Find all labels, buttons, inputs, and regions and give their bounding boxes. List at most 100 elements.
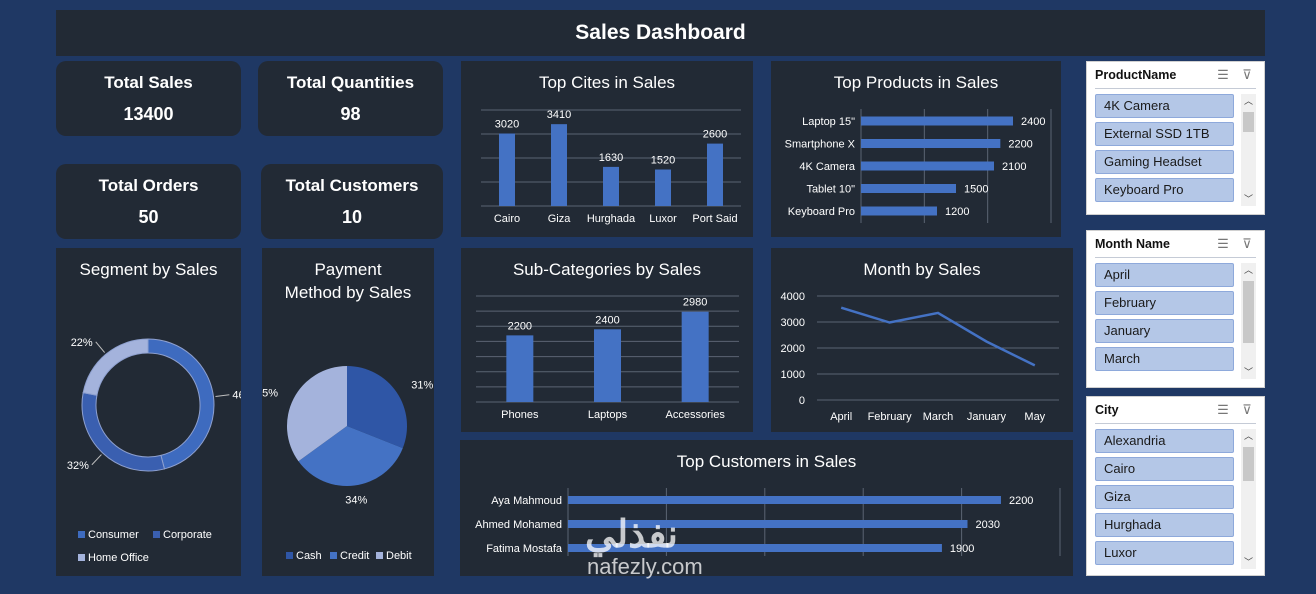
chart-title: Top Products in Sales — [833, 73, 999, 92]
leader-line — [95, 341, 106, 353]
category-label: Luxor — [649, 213, 677, 225]
scroll-thumb[interactable] — [1243, 112, 1254, 132]
tick-label: 4000 — [781, 291, 805, 303]
kpi-total-quantities: Total Quantities 98 — [258, 61, 443, 136]
subcat-bar-chart: 2200 Phones 2400 Laptops 2980 Accessories — [476, 295, 739, 421]
legend-label: Home Office — [88, 552, 149, 564]
scroll-down-icon[interactable]: ﹀ — [1243, 367, 1253, 377]
slicer-item[interactable]: Alexandria — [1095, 429, 1234, 453]
watermark-latin: nafezly.com — [587, 554, 703, 579]
slicer-item[interactable]: April — [1095, 263, 1234, 287]
category-label: March — [923, 411, 954, 423]
legend-label: Cash — [296, 550, 322, 562]
slicer-item[interactable]: Luxor — [1095, 541, 1234, 565]
legend-label: Credit — [340, 550, 369, 562]
slicer-item[interactable]: March — [1095, 347, 1234, 371]
chart-title: Payment Method by Sales — [262, 258, 434, 304]
slicer-items: Alexandria Cairo Giza Hurghada Luxor — [1095, 429, 1234, 569]
slicer-items: April February January March — [1095, 263, 1234, 375]
data-label: 2980 — [683, 297, 707, 309]
slicer-item[interactable]: External SSD 1TB — [1095, 122, 1234, 146]
multi-select-icon[interactable]: ☰ — [1217, 236, 1229, 251]
tick-label: 3000 — [781, 317, 805, 329]
scroll-down-icon[interactable]: ﹀ — [1243, 194, 1253, 204]
slicer-item[interactable]: Giza — [1095, 485, 1234, 509]
category-label: Ahmed Mohamed — [475, 519, 562, 531]
slice — [287, 366, 347, 462]
slice — [82, 338, 149, 396]
data-label: 2100 — [1002, 161, 1026, 173]
scroll-thumb[interactable] — [1243, 447, 1254, 481]
bar — [707, 143, 723, 206]
slicer-scrollbar[interactable]: ︿ ﹀ — [1241, 94, 1256, 206]
segment-chart-panel: Segment by Sales 46% 32% 22% Consumer Corpor… — [56, 248, 241, 576]
data-label: 1500 — [964, 184, 988, 196]
legend-swatch — [78, 554, 85, 561]
bar — [861, 116, 1013, 126]
slicer-item[interactable]: Keyboard Pro — [1095, 178, 1234, 202]
scroll-down-icon[interactable]: ﹀ — [1243, 557, 1253, 567]
clear-filter-icon[interactable]: ⊽ — [1242, 236, 1252, 251]
month-line-chart: 0 1000 2000 3000 4000 April February March Janua… — [781, 291, 1059, 423]
slicer-item[interactable]: Cairo — [1095, 457, 1234, 481]
legend-swatch — [286, 552, 293, 559]
data-label: 35% — [262, 387, 278, 399]
kpi-label: Total Orders — [98, 175, 199, 195]
slice — [347, 366, 407, 449]
category-label: Tablet 10" — [806, 184, 855, 196]
kpi-label: Total Sales — [104, 72, 193, 92]
slicer-scrollbar[interactable]: ︿ ﹀ — [1241, 429, 1256, 569]
bar — [681, 311, 709, 402]
category-label: Aya Mahmoud — [491, 495, 562, 507]
data-label: 2030 — [976, 519, 1000, 531]
scroll-thumb[interactable] — [1243, 281, 1254, 343]
chart-title: Top Cites in Sales — [538, 73, 676, 92]
category-label: Laptops — [588, 409, 628, 421]
slice — [298, 426, 403, 487]
slicer-title: City — [1095, 403, 1119, 417]
slicer-item[interactable]: Hurghada — [1095, 513, 1234, 537]
slicer-item[interactable]: Gaming Headset — [1095, 150, 1234, 174]
watermark-arabic: نفذلي — [585, 514, 678, 556]
data-label: 2200 — [508, 320, 532, 332]
chart-title: Month by Sales — [863, 260, 981, 279]
customers-chart-panel: Top Customers in Sales 2200 Aya Mahmoud 20… — [460, 440, 1073, 576]
scroll-up-icon[interactable]: ︿ — [1243, 431, 1253, 441]
segment-donut-chart: 46% 32% 22% Consumer Corporate Home Office — [67, 337, 241, 564]
legend-swatch — [376, 552, 383, 559]
slicer-city[interactable]: City ☰ ⊽ Alexandria Cairo Giza Hurghada … — [1086, 396, 1265, 576]
kpi-value: 13400 — [123, 103, 174, 124]
series-line — [840, 306, 1036, 367]
category-label: Cairo — [494, 213, 520, 225]
chart-title: Top Customers in Sales — [676, 452, 857, 471]
data-label: 1900 — [950, 543, 974, 555]
slicer-item[interactable]: 4K Camera — [1095, 94, 1234, 118]
scroll-up-icon[interactable]: ︿ — [1243, 96, 1253, 106]
clear-filter-icon[interactable]: ⊽ — [1242, 402, 1252, 417]
slicer-scrollbar[interactable]: ︿ ﹀ — [1241, 263, 1256, 379]
slicer-item[interactable]: January — [1095, 319, 1234, 343]
slicer-divider — [1095, 423, 1256, 424]
chart-title-line: Payment — [314, 260, 382, 279]
scroll-up-icon[interactable]: ︿ — [1243, 265, 1253, 275]
category-label: Port Said — [692, 213, 737, 225]
multi-select-icon[interactable]: ☰ — [1217, 67, 1229, 82]
category-label: Accessories — [666, 409, 726, 421]
bar — [568, 544, 942, 552]
slicer-item[interactable]: February — [1095, 291, 1234, 315]
slice — [147, 338, 215, 470]
data-label: 2200 — [1009, 495, 1033, 507]
clear-filter-icon[interactable]: ⊽ — [1242, 67, 1252, 82]
category-label: Keyboard Pro — [788, 206, 855, 218]
category-label: Laptop 15" — [802, 116, 855, 128]
slicer-divider — [1095, 88, 1256, 89]
data-label: 2600 — [703, 129, 727, 141]
slicer-product[interactable]: ProductName ☰ ⊽ 4K Camera External SSD 1… — [1086, 61, 1265, 215]
slicer-month[interactable]: Month Name ☰ ⊽ April February January Ma… — [1086, 230, 1265, 388]
slice — [81, 392, 166, 472]
leader-line — [215, 394, 230, 397]
chart-title: Segment by Sales — [79, 260, 218, 279]
kpi-value: 98 — [340, 103, 361, 124]
cities-bar-chart: 3020 Cairo 3410 Giza 1630 Hurghada 1520 Luxor 26… — [481, 109, 741, 225]
multi-select-icon[interactable]: ☰ — [1217, 402, 1229, 417]
